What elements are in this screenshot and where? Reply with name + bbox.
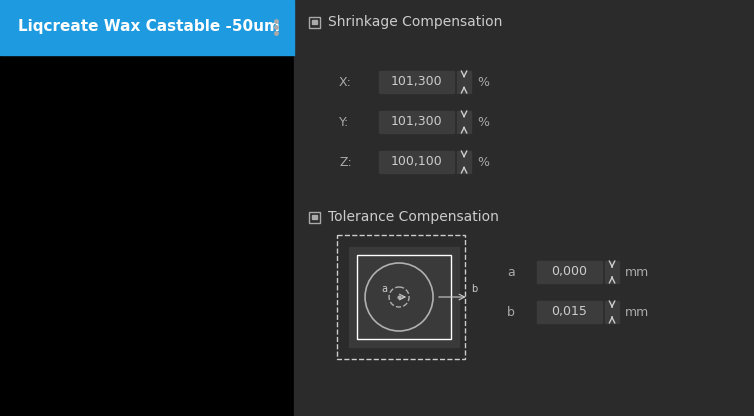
Text: %: %: [477, 75, 489, 89]
Bar: [349, 247, 459, 347]
Bar: [379, 151, 454, 173]
Text: Y:: Y:: [339, 116, 349, 129]
Text: a: a: [507, 265, 515, 278]
Text: b: b: [470, 284, 477, 294]
FancyBboxPatch shape: [311, 215, 317, 220]
Text: Tolerance Compensation: Tolerance Compensation: [328, 210, 499, 224]
Bar: [294, 0, 754, 416]
Text: b: b: [507, 305, 515, 319]
Text: mm: mm: [625, 265, 649, 278]
Text: %: %: [477, 116, 489, 129]
Text: Liqcreate Wax Castable -50um: Liqcreate Wax Castable -50um: [18, 20, 280, 35]
Text: 101,300: 101,300: [391, 75, 443, 89]
Text: a: a: [381, 284, 387, 294]
Bar: [605, 261, 619, 283]
Bar: [0, 55, 294, 416]
Bar: [337, 235, 465, 359]
Bar: [605, 301, 619, 323]
Text: mm: mm: [625, 305, 649, 319]
Bar: [379, 71, 454, 93]
Bar: [537, 261, 602, 283]
Text: 0,015: 0,015: [552, 305, 587, 319]
Bar: [357, 255, 451, 339]
Text: X:: X:: [339, 75, 352, 89]
Bar: [457, 151, 471, 173]
Text: 100,100: 100,100: [391, 156, 443, 168]
Bar: [457, 71, 471, 93]
Bar: [0, 0, 294, 55]
FancyBboxPatch shape: [311, 20, 317, 25]
Bar: [379, 111, 454, 133]
Text: Shrinkage Compensation: Shrinkage Compensation: [328, 15, 502, 29]
Bar: [457, 111, 471, 133]
Text: %: %: [477, 156, 489, 168]
Bar: [537, 301, 602, 323]
Text: 0,000: 0,000: [552, 265, 587, 278]
Text: Z:: Z:: [339, 156, 352, 168]
Text: 101,300: 101,300: [391, 116, 443, 129]
